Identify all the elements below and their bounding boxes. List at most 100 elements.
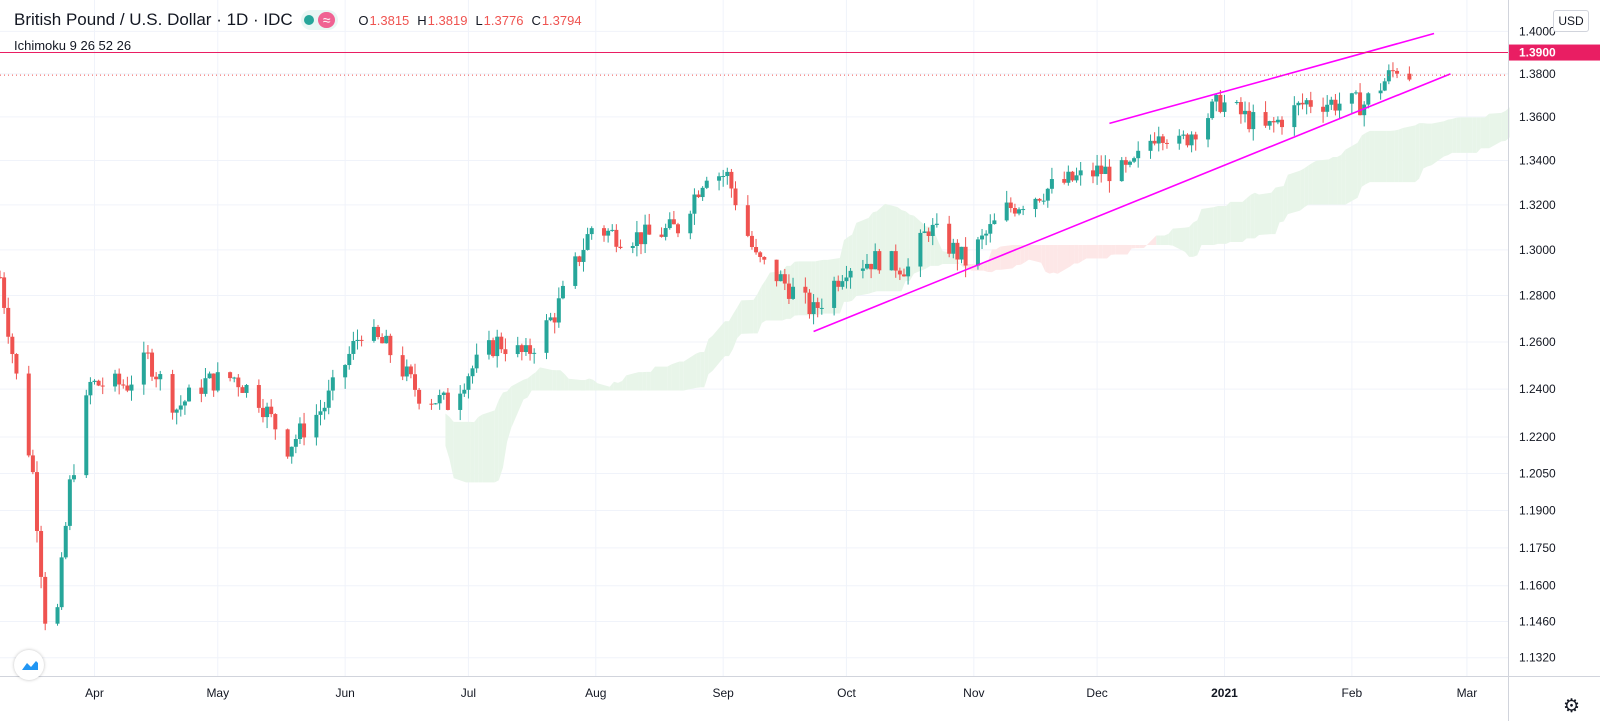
candle <box>840 274 845 290</box>
candle <box>610 224 615 232</box>
candle-body <box>71 475 76 480</box>
candle-body <box>1234 102 1239 104</box>
candle <box>1041 193 1046 205</box>
candle <box>1362 101 1367 127</box>
time-tick-label: 2021 <box>1211 686 1238 700</box>
candle <box>1222 94 1227 117</box>
candle <box>1095 154 1100 185</box>
price-tick-label: 1.2200 <box>1519 430 1556 444</box>
cloud-segment <box>712 321 725 371</box>
cloud-segment <box>585 378 590 391</box>
candle <box>207 371 212 379</box>
candle <box>1132 156 1137 164</box>
candle-body <box>1049 179 1054 189</box>
candle-body <box>1148 140 1153 151</box>
cloud-segment <box>1304 165 1309 208</box>
candle <box>318 399 323 426</box>
candle-body <box>1045 188 1050 201</box>
candle <box>1181 130 1186 140</box>
candle <box>729 168 734 198</box>
candle-body <box>1095 165 1100 177</box>
candle-body <box>302 423 307 438</box>
candle <box>1292 96 1297 136</box>
cloud-segment <box>1443 119 1449 157</box>
symbol-title[interactable]: British Pound / U.S. Dollar · 1D · IDC <box>14 10 293 29</box>
candle <box>1337 92 1342 120</box>
candle-body <box>34 472 39 531</box>
wave-icon[interactable]: ≈ <box>317 12 336 28</box>
candle <box>922 223 927 234</box>
low-value: 1.3776 <box>483 12 524 28</box>
candle <box>959 246 964 264</box>
cloud-segment <box>1452 117 1457 153</box>
candle <box>343 364 348 389</box>
candle <box>696 190 701 199</box>
cloud-segment <box>1172 227 1186 252</box>
candle-body <box>1263 112 1268 126</box>
cloud-segment <box>1390 130 1395 183</box>
cloud-segment <box>642 371 647 391</box>
cloud-segment <box>449 416 454 479</box>
gear-icon[interactable]: ⚙ <box>1563 696 1581 717</box>
cloud-segment <box>568 378 582 391</box>
time-tick-label: Jul <box>461 686 476 700</box>
candle <box>380 333 385 344</box>
candle <box>647 213 652 235</box>
candle <box>754 238 759 255</box>
candle-body <box>807 292 812 315</box>
candle-body <box>634 232 639 246</box>
candle <box>778 270 783 282</box>
tradingview-logo-icon[interactable] <box>14 650 44 680</box>
candle <box>2 272 7 314</box>
candle <box>158 370 163 391</box>
cloud-segment <box>1131 244 1136 249</box>
cloud-segment <box>494 399 499 483</box>
candle <box>807 289 812 319</box>
time-tick-label: Sep <box>713 686 735 700</box>
cloud-segment <box>1427 123 1432 167</box>
candle-body <box>1275 119 1280 123</box>
candle-body <box>240 387 245 393</box>
candle <box>256 379 261 413</box>
candle <box>39 525 44 589</box>
candle-body <box>577 256 582 262</box>
candle <box>1238 97 1243 124</box>
price-tick-label: 1.1600 <box>1519 579 1556 593</box>
price-tick-label: 1.2600 <box>1519 335 1556 349</box>
candle-body <box>955 242 960 260</box>
candle <box>1152 132 1157 146</box>
candle <box>1247 102 1252 133</box>
cloud-segment <box>1213 205 1218 246</box>
candle <box>1308 91 1313 114</box>
currency-button[interactable]: USD <box>1553 10 1589 32</box>
candle-body <box>445 392 450 410</box>
candle <box>667 212 672 230</box>
candle <box>1103 155 1108 175</box>
candle <box>174 408 179 425</box>
candle <box>1160 133 1165 151</box>
indicator-legend[interactable]: Ichimoku 9 26 52 26 <box>14 38 132 53</box>
price-tick-label: 1.1320 <box>1519 651 1556 665</box>
cloud-segment <box>1501 110 1506 142</box>
green-dot-icon[interactable] <box>303 15 314 25</box>
candle-body <box>462 389 467 394</box>
candle-body <box>745 205 750 236</box>
candle <box>1090 162 1095 184</box>
cloud-segment <box>613 381 618 391</box>
candle <box>926 227 931 242</box>
candle-body <box>791 286 796 299</box>
candle-body <box>1074 175 1079 181</box>
candle-body <box>721 176 726 178</box>
candle <box>1353 90 1358 95</box>
cloud-segment <box>1337 154 1342 205</box>
candle <box>441 391 446 400</box>
candle-body <box>1185 134 1190 146</box>
candle <box>125 376 130 393</box>
cloud-segment <box>934 231 939 266</box>
cloud-segment <box>650 366 655 391</box>
candle-body <box>10 336 15 355</box>
candle <box>1251 104 1256 141</box>
candle <box>988 214 993 243</box>
